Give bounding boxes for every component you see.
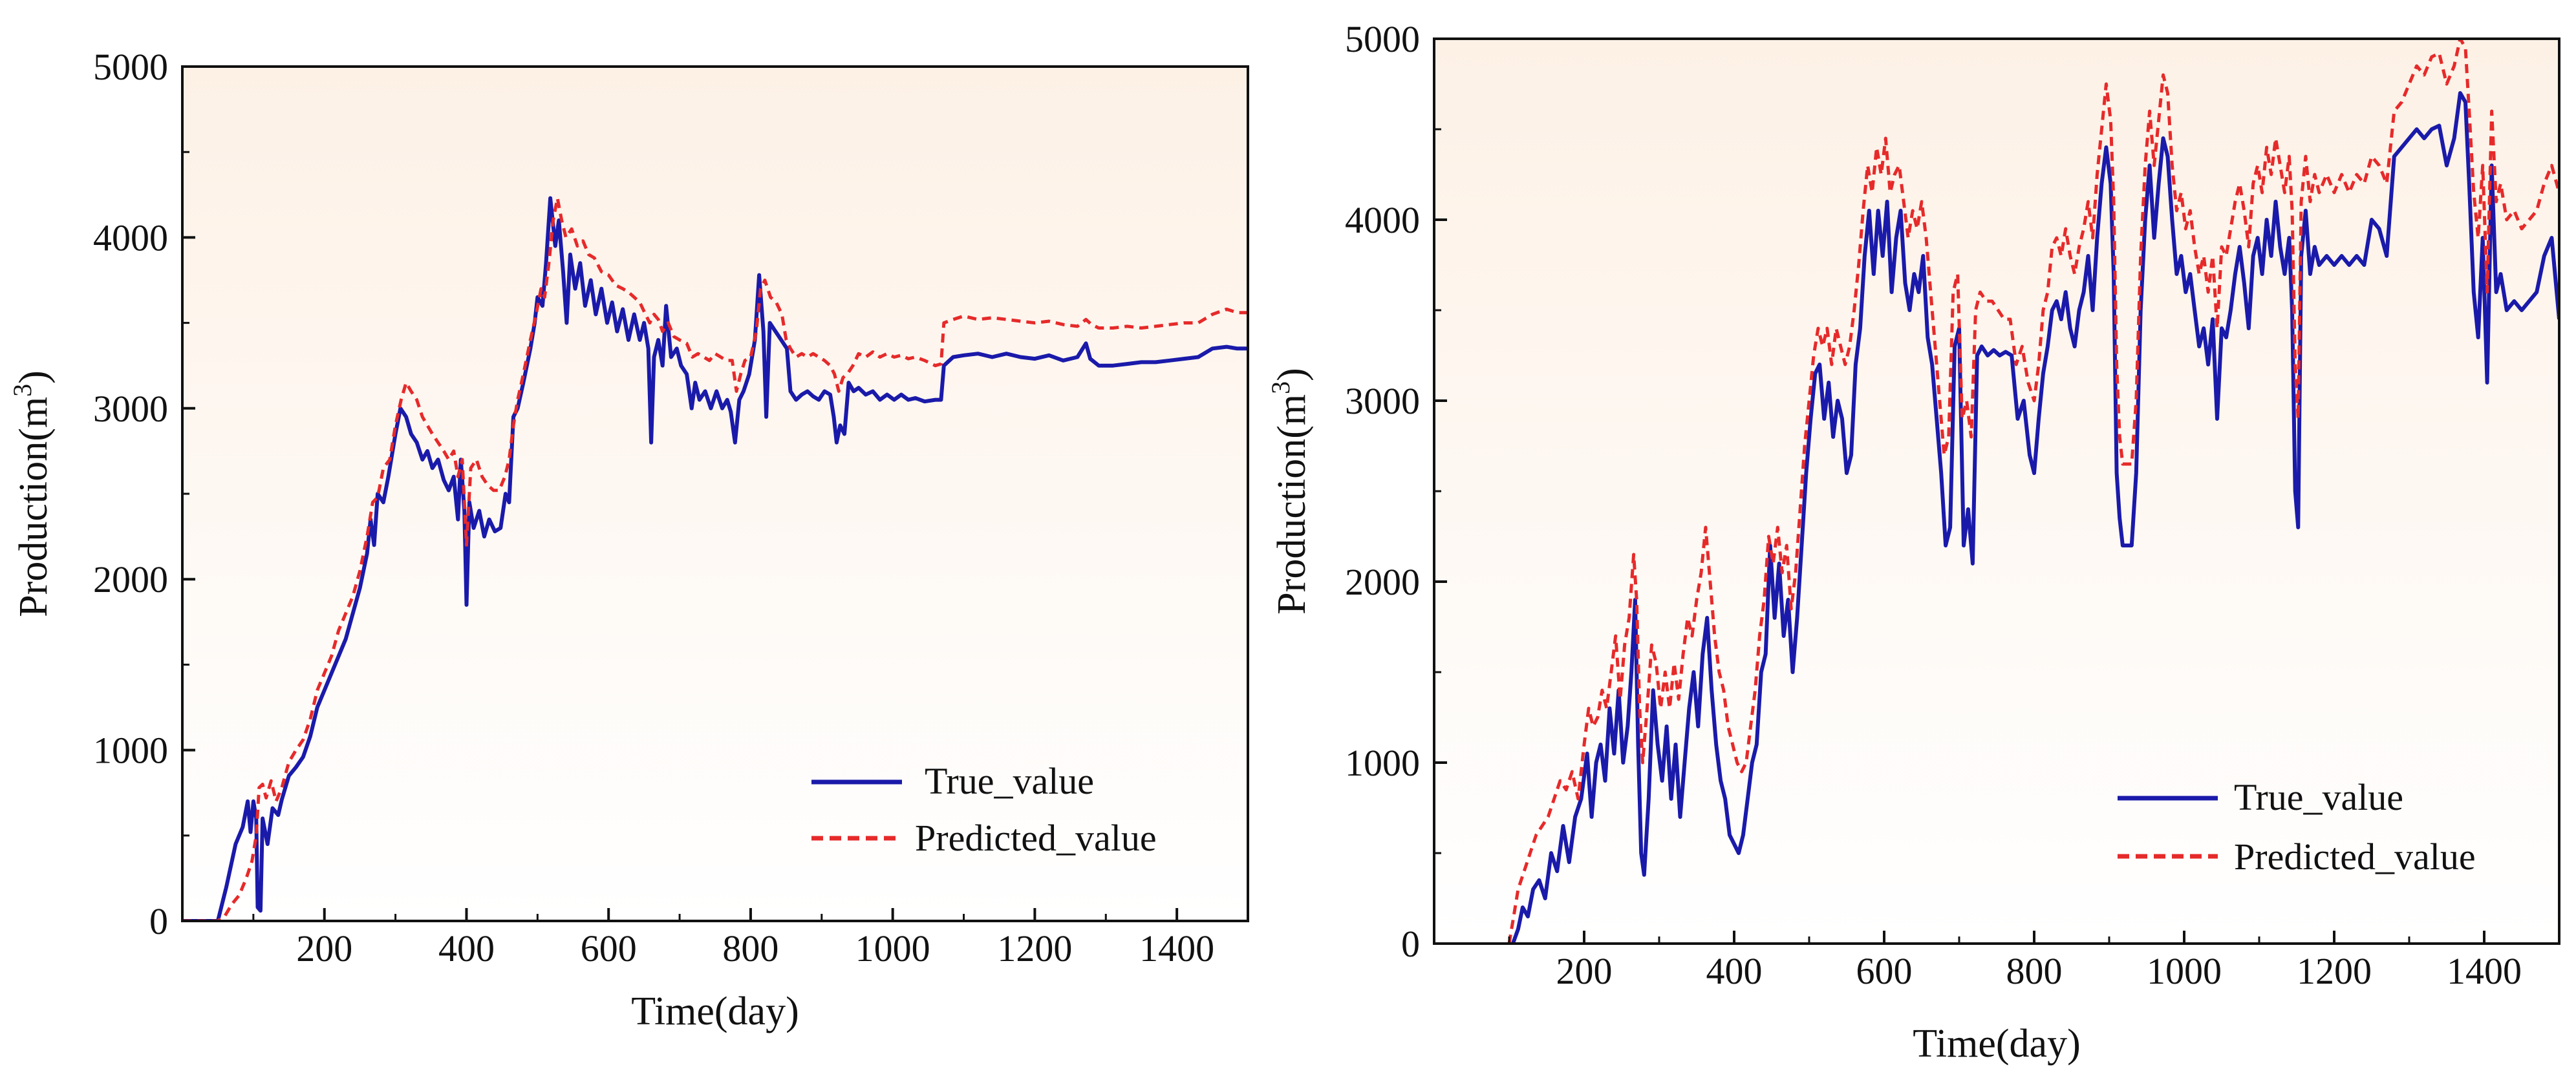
y-tick-label-left: 2000 — [93, 558, 168, 600]
x-tick-label-right: 600 — [1856, 950, 1913, 992]
series-layer-right — [1507, 39, 2559, 944]
predicted-value-line-left — [182, 196, 1248, 921]
y-tick-label-right: 5000 — [1345, 18, 1420, 60]
y-tick-label-left: 5000 — [93, 46, 168, 88]
x-tick-label-left: 1400 — [1139, 927, 1214, 969]
x-tick-label-right: 1000 — [2147, 950, 2222, 992]
x-tick-label-left: 400 — [438, 927, 495, 969]
x-tick-label-right: 400 — [1706, 950, 1763, 992]
legend-right: True_value Predicted_value — [2118, 776, 2476, 878]
legend-label-predicted-right: Predicted_value — [2234, 836, 2476, 878]
predicted-value-line-right — [1507, 39, 2559, 944]
x-tick-label-right: 1400 — [2447, 950, 2522, 992]
x-tick-label-right: 200 — [1556, 950, 1613, 992]
legend-label-predicted-left: Predicted_value — [915, 817, 1157, 859]
y-tick-label-left: 3000 — [93, 388, 168, 430]
y-tick-label-right: 4000 — [1345, 199, 1420, 241]
legend-label-true-right: True_value — [2234, 776, 2403, 818]
y-tick-label-right: 2000 — [1345, 561, 1420, 603]
y-tick-label-left: 0 — [149, 900, 168, 942]
chart-right: 200 400 600 800 1000 1200 1400 0 1000 2000 3000 400… — [1266, 18, 2560, 1066]
y-tick-label-right: 3000 — [1345, 380, 1420, 422]
y-tick-label-left: 4000 — [93, 217, 168, 259]
x-axis-label-left: Time(day) — [631, 989, 799, 1033]
y-axis-label-left-close: ) — [12, 370, 56, 384]
y-axis-label-right-main: Production(m — [1270, 394, 1314, 615]
true-value-line-right — [1510, 91, 2559, 944]
ticks-right: 200 400 600 800 1000 1200 1400 0 1000 2000 3000 400… — [1345, 18, 2522, 992]
plot-area-left — [182, 67, 1248, 921]
x-axis-label-right: Time(day) — [1913, 1022, 2080, 1066]
y-axis-label-right: Production(m3) — [1266, 368, 1314, 615]
series-layer-left — [182, 196, 1248, 921]
x-tick-label-left: 1000 — [855, 927, 930, 969]
x-tick-label-right: 800 — [2006, 950, 2063, 992]
y-tick-label-left: 1000 — [93, 730, 168, 772]
x-tick-label-left: 200 — [296, 927, 352, 969]
plot-area-right — [1434, 39, 2559, 944]
ticks-left: 200 400 600 800 1000 1200 1400 0 1000 2000 3000 400… — [93, 46, 1214, 969]
y-tick-label-right: 1000 — [1345, 742, 1420, 784]
y-axis-label-left-sup: 3 — [8, 384, 37, 397]
x-tick-label-left: 800 — [722, 927, 778, 969]
legend-left: True_value Predicted_value — [811, 760, 1157, 859]
legend-label-true-left: True_value — [925, 760, 1094, 802]
chart-left: 200 400 600 800 1000 1200 1400 0 1000 2000 3000 400… — [8, 46, 1249, 1033]
x-tick-label-left: 1200 — [997, 927, 1072, 969]
y-tick-label-right: 0 — [1401, 923, 1420, 965]
true-value-line-left — [182, 196, 1248, 921]
y-axis-label-left: Production(m3) — [8, 370, 56, 617]
y-axis-label-right-sup: 3 — [1266, 381, 1295, 394]
y-axis-label-right-close: ) — [1270, 368, 1314, 381]
x-tick-label-right: 1200 — [2297, 950, 2372, 992]
x-tick-label-left: 600 — [581, 927, 637, 969]
y-axis-label-left-main: Production(m — [12, 397, 56, 617]
